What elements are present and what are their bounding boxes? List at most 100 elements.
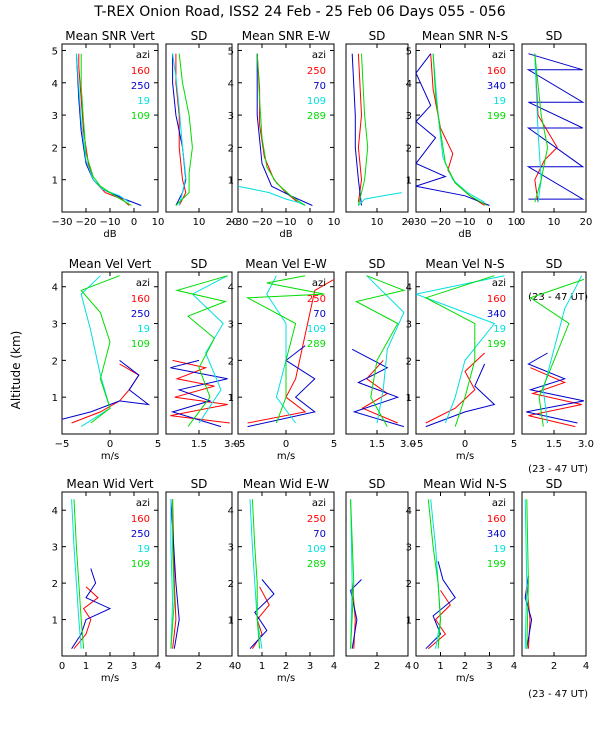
panel-title: SD	[546, 29, 563, 43]
series-line-70	[249, 579, 275, 650]
figure-title: T-REX Onion Road, ISS2 24 Feb - 25 Feb 0…	[93, 4, 506, 20]
x-tick-label: 3	[131, 661, 137, 672]
series-group	[71, 499, 112, 650]
y-tick-label: 5	[228, 46, 234, 57]
series-group	[425, 499, 456, 650]
x-tick-label: 1.5	[191, 439, 207, 450]
x-tick-label: −5	[231, 439, 246, 450]
time-note-row1: (23 - 47 UT)	[528, 292, 588, 303]
legend-title: azi	[492, 278, 506, 289]
series-line-19	[416, 275, 505, 424]
series-line-70	[351, 53, 362, 206]
legend-entry-160: 160	[131, 66, 150, 77]
series-line-199	[424, 275, 495, 427]
series-line-250	[75, 53, 142, 206]
x-axis-label: m/s	[101, 673, 119, 684]
legend-title: azi	[136, 50, 150, 61]
series-line-19	[524, 499, 528, 649]
x-tick-label: 1	[83, 661, 89, 672]
series-line-109	[358, 192, 402, 206]
x-tick-label: 3	[307, 661, 313, 672]
x-axis-label: m/s	[277, 673, 295, 684]
x-tick-label: 10	[193, 217, 206, 228]
series-line-160	[175, 53, 187, 206]
series-line-250	[172, 53, 187, 206]
series-group	[62, 275, 151, 428]
legend-title: azi	[492, 50, 506, 61]
x-axis-label: m/s	[456, 451, 474, 462]
series-group	[170, 275, 230, 428]
legend-entry-250: 250	[131, 529, 150, 540]
series-line-160	[73, 586, 99, 650]
time-note-row3: (23 - 47 UT)	[528, 689, 588, 700]
x-tick-label: 3.0	[224, 439, 240, 450]
x-tick-label: 2	[283, 661, 289, 672]
series-group	[172, 53, 193, 206]
series-line-289	[251, 499, 261, 649]
x-tick-label: 4	[229, 661, 235, 672]
y-tick-label: 4	[228, 283, 234, 294]
panel-sd-r2c1: SD 2 4	[165, 477, 235, 672]
legend-entry-19: 19	[137, 544, 150, 555]
panel-sd-r2c5: SD 2 4	[521, 477, 589, 672]
series-line-109	[73, 499, 85, 649]
legend-entry-19: 19	[493, 96, 506, 107]
panel-title: Mean Vel Vert	[69, 257, 152, 271]
x-tick-label: −20	[430, 217, 451, 228]
series-line-289	[245, 275, 325, 424]
y-tick-label: 3	[52, 543, 58, 554]
time-note-row2: (23 - 47 UT)	[528, 464, 588, 475]
legend-entry-19: 19	[493, 544, 506, 555]
series-group	[249, 499, 275, 650]
y-tick-label: 5	[52, 46, 58, 57]
x-tick-label: 3.0	[400, 439, 416, 450]
y-tick-label: 3	[406, 543, 412, 554]
legend-entry-160: 160	[487, 294, 506, 305]
series-line-19	[170, 499, 174, 649]
x-tick-label: 0	[307, 217, 313, 228]
panel-frame	[165, 491, 233, 657]
panel-title: SD	[369, 477, 386, 491]
x-tick-label: 10	[508, 217, 521, 228]
legend-entry-109: 109	[131, 111, 150, 122]
legend-title: azi	[492, 498, 506, 509]
y-tick-label: 4	[52, 506, 58, 517]
y-tick-label: 2	[52, 356, 58, 367]
legend-title: azi	[136, 498, 150, 509]
series-line-289	[354, 275, 406, 427]
y-tick-label: 1	[52, 393, 58, 404]
panel-title: Mean Vel N-S	[425, 257, 504, 271]
legend-title: azi	[312, 498, 326, 509]
panel-sd-r0c5: SD 0 10 20	[519, 29, 593, 228]
x-tick-label: 1	[259, 661, 265, 672]
y-tick-label: 3	[228, 111, 234, 122]
y-tick-label: 2	[228, 143, 234, 154]
legend-entry-109: 109	[307, 324, 326, 335]
y-tick-label: 2	[52, 579, 58, 590]
legend-entry-250: 250	[307, 294, 326, 305]
series-line-199	[534, 53, 549, 203]
x-tick-label: 0	[413, 661, 419, 672]
x-axis-label: m/s	[277, 451, 295, 462]
y-tick-label: 2	[406, 356, 412, 367]
x-tick-label: 2	[462, 661, 468, 672]
legend-entry-109: 109	[131, 339, 150, 350]
series-group	[245, 275, 334, 428]
series-line-199	[432, 53, 488, 206]
x-tick-label: −10	[99, 217, 120, 228]
x-tick-label: 1.5	[546, 439, 562, 450]
legend-entry-160: 160	[131, 294, 150, 305]
x-tick-label: 4	[155, 661, 161, 672]
panel-title: SD	[191, 257, 208, 271]
series-line-340	[526, 53, 585, 200]
series-group	[351, 275, 406, 428]
legend-entry-250: 250	[131, 81, 150, 92]
series-line-250	[357, 53, 363, 203]
series-group	[416, 53, 490, 206]
panel-mean-vel-e-w-r1c2: Mean Vel E-W −5 0 5 1 2 3 4 m/s azi 250 70 109 289	[228, 257, 338, 462]
series-line-160	[528, 367, 582, 428]
y-tick-label: 3	[228, 320, 234, 331]
x-axis-label: m/s	[101, 451, 119, 462]
